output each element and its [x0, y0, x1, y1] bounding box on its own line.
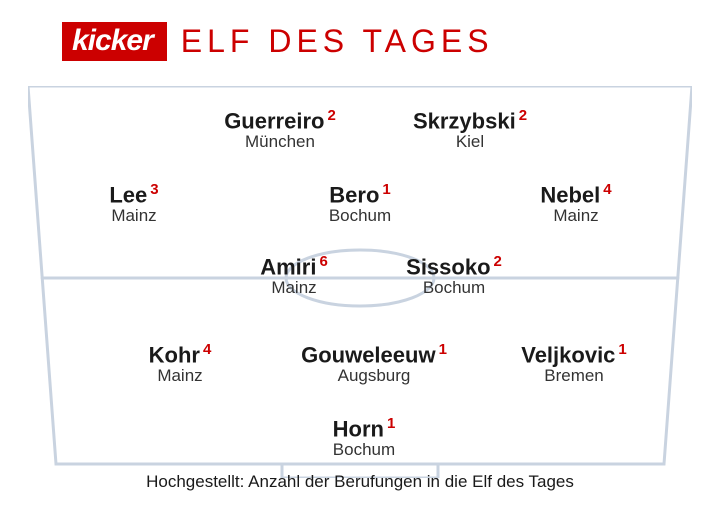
player-name: Skrzybski2	[413, 108, 527, 132]
player-name: Veljkovic1	[521, 342, 627, 366]
player-count: 2	[327, 107, 335, 124]
player-card: Horn1Bochum	[333, 416, 396, 460]
player-count: 1	[439, 341, 447, 358]
player-count: 1	[382, 181, 390, 198]
player-card: Nebel4Mainz	[540, 182, 611, 226]
pitch-diagram: Guerreiro2MünchenSkrzybski2KielLee3Mainz…	[28, 86, 692, 464]
player-name: Guerreiro2	[224, 108, 336, 132]
player-name: Horn1	[333, 416, 396, 440]
player-count: 2	[519, 107, 527, 124]
player-card: Sissoko2Bochum	[406, 254, 502, 298]
player-name: Bero1	[329, 182, 391, 206]
player-club: München	[224, 132, 336, 152]
player-name: Amiri6	[260, 254, 328, 278]
header: kicker ELF DES TAGES	[62, 22, 494, 61]
player-name: Sissoko2	[406, 254, 502, 278]
player-card: Lee3Mainz	[109, 182, 158, 226]
player-club: Mainz	[149, 366, 212, 386]
player-club: Bochum	[406, 278, 502, 298]
player-name: Kohr4	[149, 342, 212, 366]
footnote: Hochgestellt: Anzahl der Berufungen in d…	[0, 472, 720, 492]
player-count: 2	[494, 253, 502, 270]
player-club: Mainz	[260, 278, 328, 298]
player-count: 6	[319, 253, 327, 270]
player-club: Kiel	[413, 132, 527, 152]
kicker-logo: kicker	[62, 22, 167, 61]
player-card: Guerreiro2München	[224, 108, 336, 152]
player-count: 4	[603, 181, 611, 198]
player-card: Kohr4Mainz	[149, 342, 212, 386]
player-club: Augsburg	[301, 366, 447, 386]
player-card: Bero1Bochum	[329, 182, 391, 226]
player-count: 1	[618, 341, 626, 358]
player-club: Mainz	[109, 206, 158, 226]
player-card: Amiri6Mainz	[260, 254, 328, 298]
player-club: Bochum	[333, 440, 396, 460]
player-card: Skrzybski2Kiel	[413, 108, 527, 152]
player-count: 3	[150, 181, 158, 198]
player-card: Gouweleeuw1Augsburg	[301, 342, 447, 386]
player-name: Nebel4	[540, 182, 611, 206]
player-count: 4	[203, 341, 211, 358]
player-name: Gouweleeuw1	[301, 342, 447, 366]
player-count: 1	[387, 415, 395, 432]
player-club: Mainz	[540, 206, 611, 226]
player-club: Bochum	[329, 206, 391, 226]
player-club: Bremen	[521, 366, 627, 386]
player-card: Veljkovic1Bremen	[521, 342, 627, 386]
page-title: ELF DES TAGES	[181, 23, 494, 60]
player-name: Lee3	[109, 182, 158, 206]
